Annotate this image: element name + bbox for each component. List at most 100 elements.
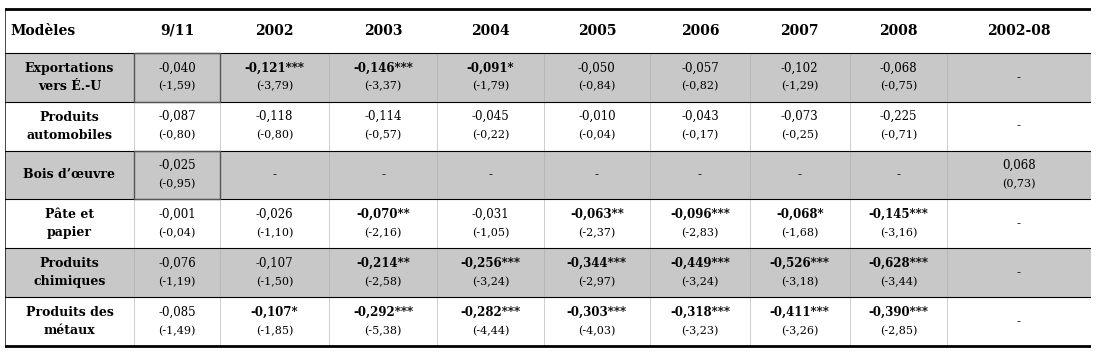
Text: (-3,44): (-3,44) xyxy=(880,277,917,287)
Text: (-3,16): (-3,16) xyxy=(880,228,917,238)
Text: -0,087: -0,087 xyxy=(158,110,196,123)
Text: -0,068: -0,068 xyxy=(880,61,917,74)
Text: -0,225: -0,225 xyxy=(880,110,917,123)
Text: (-1,59): (-1,59) xyxy=(158,81,195,92)
Text: (-1,68): (-1,68) xyxy=(781,228,819,238)
Text: (-3,24): (-3,24) xyxy=(471,277,510,287)
Text: -: - xyxy=(1017,217,1020,230)
Bar xyxy=(5,53,1091,102)
Text: -0,214**: -0,214** xyxy=(356,257,410,270)
Text: -: - xyxy=(1017,120,1020,132)
Text: -0,063**: -0,063** xyxy=(570,208,624,221)
Text: (-1,50): (-1,50) xyxy=(255,277,294,287)
Text: (-3,18): (-3,18) xyxy=(781,277,819,287)
Text: -0,121***: -0,121*** xyxy=(244,61,305,74)
Text: Pâte et
papier: Pâte et papier xyxy=(45,208,94,239)
Text: (-1,05): (-1,05) xyxy=(471,228,510,238)
Text: (-0,71): (-0,71) xyxy=(880,130,917,141)
Text: (-5,38): (-5,38) xyxy=(364,326,402,336)
Text: (-0,84): (-0,84) xyxy=(578,81,616,92)
Text: -0,118: -0,118 xyxy=(255,110,294,123)
Text: -0,026: -0,026 xyxy=(255,208,294,221)
Text: -0,001: -0,001 xyxy=(158,208,196,221)
Text: (-1,79): (-1,79) xyxy=(472,81,510,92)
Text: Produits
automobiles: Produits automobiles xyxy=(26,110,113,142)
Text: -0,043: -0,043 xyxy=(681,110,719,123)
Text: (-0,17): (-0,17) xyxy=(682,130,719,141)
Text: -0,040: -0,040 xyxy=(158,61,196,74)
Bar xyxy=(5,200,1091,248)
Text: Bois d’œuvre: Bois d’œuvre xyxy=(23,169,115,181)
Text: (-0,22): (-0,22) xyxy=(471,130,510,141)
Text: 2002-08: 2002-08 xyxy=(987,24,1051,38)
Text: (-0,04): (-0,04) xyxy=(578,130,616,141)
Text: -0,050: -0,050 xyxy=(578,61,616,74)
Text: -: - xyxy=(1017,266,1020,279)
Bar xyxy=(5,248,1091,297)
Text: (-3,23): (-3,23) xyxy=(682,326,719,336)
Text: -: - xyxy=(1017,315,1020,328)
Text: -0,449***: -0,449*** xyxy=(670,257,730,270)
Bar xyxy=(5,151,1091,200)
Text: -: - xyxy=(698,169,701,181)
Text: (-0,82): (-0,82) xyxy=(682,81,719,92)
Text: (-0,04): (-0,04) xyxy=(158,228,195,238)
Text: -: - xyxy=(489,169,492,181)
Bar xyxy=(5,102,1091,151)
Text: -: - xyxy=(897,169,901,181)
Text: -0,070**: -0,070** xyxy=(356,208,410,221)
Text: -0,025: -0,025 xyxy=(158,159,196,172)
Text: (-1,19): (-1,19) xyxy=(158,277,195,287)
Text: -0,145***: -0,145*** xyxy=(868,208,928,221)
Text: -0,076: -0,076 xyxy=(158,257,196,270)
Text: -0,411***: -0,411*** xyxy=(769,306,830,319)
Text: -0,146***: -0,146*** xyxy=(353,61,413,74)
Text: -0,292***: -0,292*** xyxy=(353,306,413,319)
Text: -: - xyxy=(595,169,598,181)
Text: -0,057: -0,057 xyxy=(681,61,719,74)
Text: -: - xyxy=(1017,71,1020,84)
Text: -0,085: -0,085 xyxy=(158,306,196,319)
Text: -0,073: -0,073 xyxy=(780,110,819,123)
Text: (-2,16): (-2,16) xyxy=(364,228,402,238)
Text: (-2,85): (-2,85) xyxy=(880,326,917,336)
Text: -0,303***: -0,303*** xyxy=(567,306,627,319)
Text: -0,045: -0,045 xyxy=(471,110,510,123)
Text: -0,096***: -0,096*** xyxy=(670,208,730,221)
Text: (-0,57): (-0,57) xyxy=(365,130,402,141)
Text: (-0,95): (-0,95) xyxy=(158,179,195,190)
Text: -0,068*: -0,068* xyxy=(776,208,823,221)
Text: (-0,75): (-0,75) xyxy=(880,81,917,92)
Text: (-2,83): (-2,83) xyxy=(682,228,719,238)
Text: 2006: 2006 xyxy=(681,24,719,38)
Text: (-1,10): (-1,10) xyxy=(255,228,294,238)
Text: -0,031: -0,031 xyxy=(471,208,510,221)
Text: Produits
chimiques: Produits chimiques xyxy=(33,257,105,288)
Text: -0,344***: -0,344*** xyxy=(567,257,627,270)
Text: 0,068: 0,068 xyxy=(1002,159,1036,172)
Text: (-1,85): (-1,85) xyxy=(255,326,294,336)
Text: (-2,58): (-2,58) xyxy=(364,277,402,287)
Text: -0,282***: -0,282*** xyxy=(460,306,521,319)
Text: -0,390***: -0,390*** xyxy=(868,306,928,319)
Text: -0,114: -0,114 xyxy=(364,110,402,123)
Bar xyxy=(5,297,1091,346)
Text: (-0,80): (-0,80) xyxy=(255,130,294,141)
Text: 2003: 2003 xyxy=(364,24,402,38)
Text: 2007: 2007 xyxy=(780,24,819,38)
Text: (-4,44): (-4,44) xyxy=(471,326,510,336)
Text: -0,318***: -0,318*** xyxy=(670,306,730,319)
Text: (-0,25): (-0,25) xyxy=(781,130,819,141)
Text: (0,73): (0,73) xyxy=(1002,179,1036,190)
Text: -0,107: -0,107 xyxy=(255,257,294,270)
Text: -: - xyxy=(273,169,276,181)
Text: -0,102: -0,102 xyxy=(781,61,819,74)
Bar xyxy=(134,53,220,102)
Text: (-4,03): (-4,03) xyxy=(578,326,616,336)
Text: Produits des
métaux: Produits des métaux xyxy=(25,306,113,337)
Text: -0,526***: -0,526*** xyxy=(769,257,830,270)
Text: 2005: 2005 xyxy=(578,24,616,38)
Text: (-0,80): (-0,80) xyxy=(158,130,195,141)
Text: 2008: 2008 xyxy=(879,24,917,38)
Text: -: - xyxy=(798,169,802,181)
